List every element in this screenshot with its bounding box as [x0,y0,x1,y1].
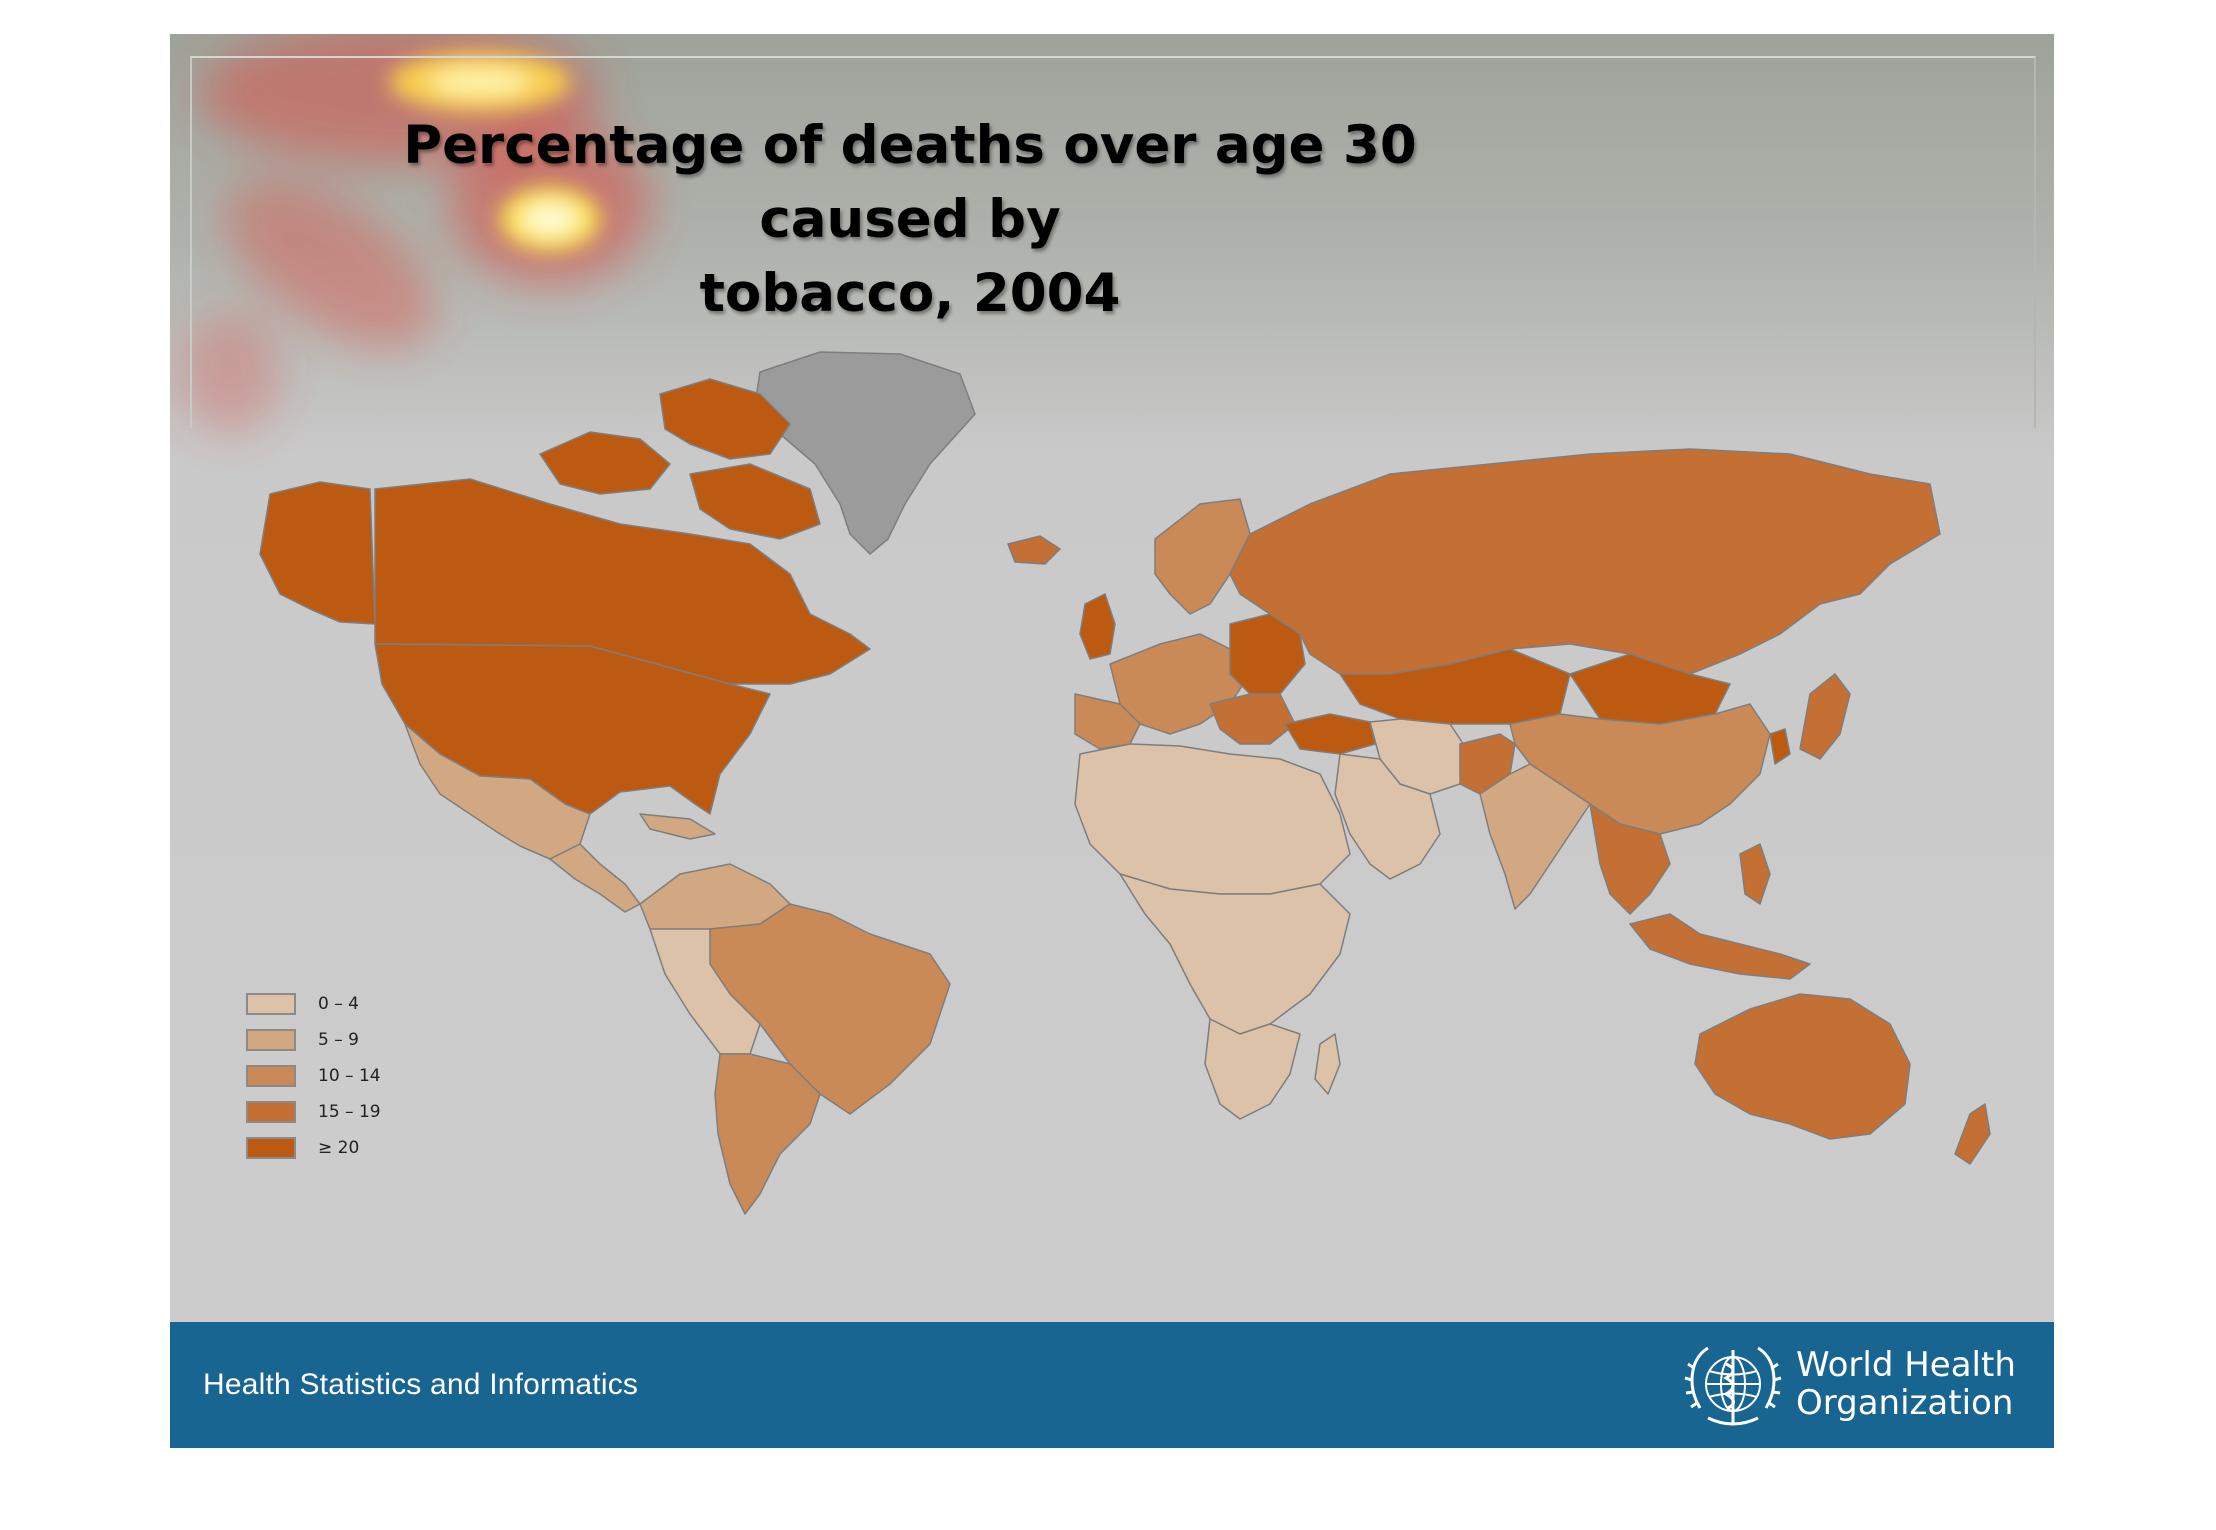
madagascar [1314,1033,1341,1095]
legend-label: 0 – 4 [318,994,359,1014]
canada-arctic-islands-2 [539,431,671,495]
who-name-line2: Organization [1796,1383,2014,1423]
legend-label: ≥ 20 [318,1138,360,1158]
japan [1799,673,1851,760]
central-america [549,843,641,913]
legend-item: 15 – 19 [246,1094,446,1130]
turkey [1284,713,1376,755]
russia [1229,448,1941,675]
united-kingdom [1079,593,1116,660]
greenland [754,351,976,555]
footer-department: Health Statistics and Informatics [203,1368,639,1401]
alaska [259,481,376,625]
who-name-line1: World Health [1796,1345,2016,1385]
legend-item: ≥ 20 [246,1130,446,1166]
legend-label: 15 – 19 [318,1102,381,1122]
slide-title: Percentage of deaths over age 30 caused … [320,109,1500,331]
india [1479,763,1591,910]
peru-bolivia [649,928,761,1055]
iceland [1007,535,1061,565]
korea [1769,728,1791,765]
central-africa [1119,873,1351,1035]
southern-africa [1204,1018,1301,1120]
cuba [639,813,716,840]
world-map [259,351,1991,1215]
who-emblem-icon [1684,1346,1782,1426]
new-zealand [1954,1103,1991,1165]
argentina-chile [714,1053,821,1215]
who-name: World Health Organization [1796,1346,2016,1422]
indonesia [1629,913,1811,980]
canada-arctic-islands [659,378,791,460]
southeast-asia [1589,803,1671,915]
legend-label: 10 – 14 [318,1066,381,1086]
north-africa [1074,743,1351,895]
legend-swatch-0-4 [246,993,296,1015]
legend-swatch-20-plus [246,1137,296,1159]
canada-arctic-islands-3 [689,463,821,540]
slide-title-line2: tobacco, 2004 [699,263,1121,324]
legend-label: 5 – 9 [318,1030,359,1050]
philippines [1739,843,1771,905]
legend-swatch-5-9 [246,1029,296,1051]
footer-bar: Health Statistics and Informatics World … [170,1322,2054,1448]
legend-item: 0 – 4 [246,986,446,1022]
slide: Percentage of deaths over age 30 caused … [170,34,2054,1448]
australia [1694,993,1911,1140]
map-legend: 0 – 4 5 – 9 10 – 14 15 – 19 ≥ 20 [246,986,446,1166]
balkans [1209,693,1296,745]
legend-swatch-15-19 [246,1101,296,1123]
legend-item: 5 – 9 [246,1022,446,1058]
scandinavia [1154,498,1251,615]
legend-swatch-10-14 [246,1065,296,1087]
arabian-peninsula [1334,753,1441,880]
legend-item: 10 – 14 [246,1058,446,1094]
slide-title-line1: Percentage of deaths over age 30 caused … [403,115,1417,250]
